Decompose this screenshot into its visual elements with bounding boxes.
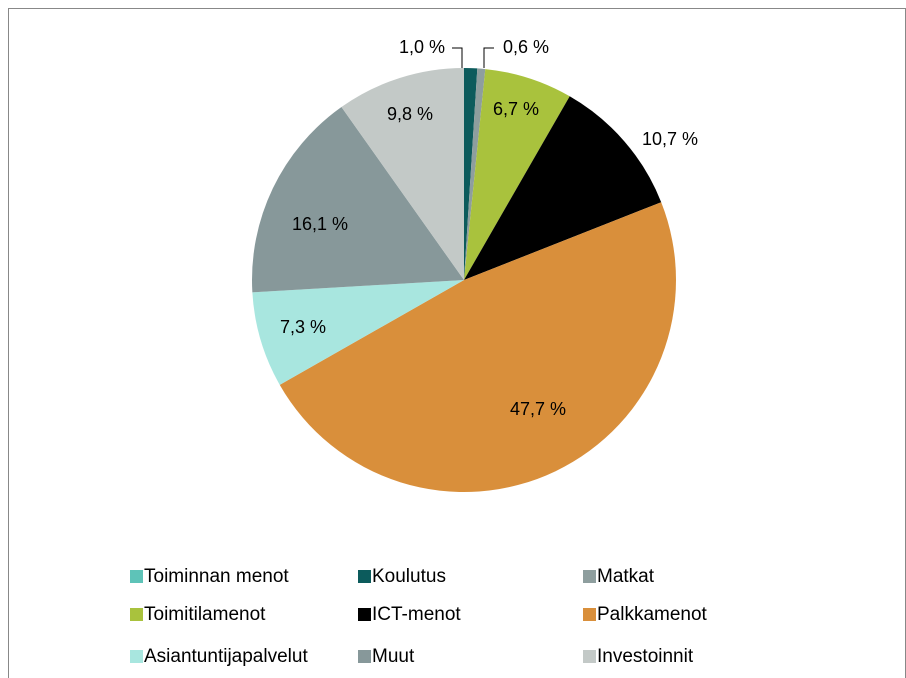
legend-label: Palkkamenot — [597, 604, 708, 625]
data-label: 6,7 % — [493, 99, 539, 119]
data-label: 0,6 % — [503, 37, 549, 57]
legend-swatch — [583, 608, 596, 621]
pie-slice — [464, 69, 570, 280]
legend-label: Toiminnan menot — [144, 566, 289, 587]
pie-slice — [279, 202, 676, 493]
data-label: 47,7 % — [510, 399, 566, 419]
legend-swatch — [583, 650, 596, 663]
legend-swatch — [358, 608, 371, 621]
legend-label: Matkat — [597, 566, 655, 587]
legend-label: ICT-menot — [372, 604, 461, 625]
legend-swatch — [358, 650, 371, 663]
legend-label: Muut — [372, 646, 415, 667]
pie-slice — [252, 107, 464, 293]
pie-slice — [464, 68, 486, 280]
legend-label: Asiantuntijapalvelut — [144, 646, 308, 667]
pie-slice — [252, 280, 464, 385]
legend-swatch — [358, 570, 371, 583]
data-label: 9,8 % — [387, 104, 433, 124]
pie-slice — [464, 96, 662, 280]
data-label: 10,7 % — [642, 129, 698, 149]
pie-slice — [341, 68, 464, 280]
data-label: 7,3 % — [280, 317, 326, 337]
legend-swatch — [130, 570, 143, 583]
legend-label: Koulutus — [372, 566, 446, 587]
legend-swatch — [583, 570, 596, 583]
leader-lines — [452, 47, 494, 68]
legend-swatch — [130, 650, 143, 663]
data-label: 16,1 % — [292, 214, 348, 234]
legend-label: Investoinnit — [597, 646, 694, 667]
legend-swatch — [130, 608, 143, 621]
data-label: 1,0 % — [399, 37, 445, 57]
pie-slice — [464, 68, 478, 280]
legend-label: Toimitilamenot — [144, 604, 266, 625]
